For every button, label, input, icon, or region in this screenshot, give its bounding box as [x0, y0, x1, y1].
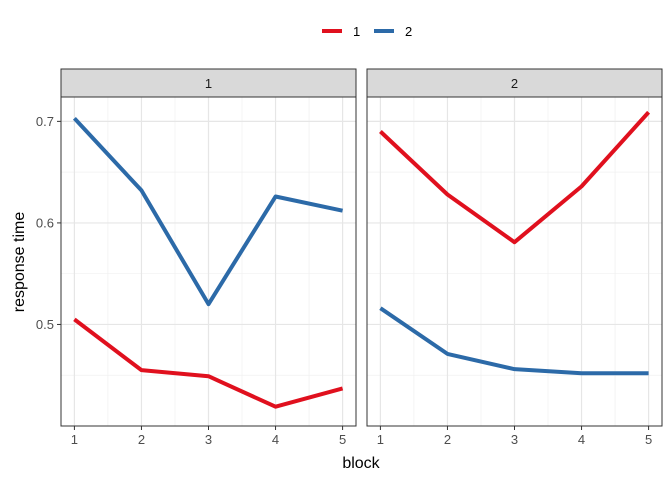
x-tick-label: 5 [645, 432, 652, 447]
x-tick-label: 4 [272, 432, 279, 447]
series-line-2 [72, 116, 344, 307]
y-tick-label: 0.6 [36, 215, 54, 230]
series-line-1 [379, 110, 651, 245]
facet-strip-label: 2 [511, 76, 518, 91]
legend-label: 2 [405, 24, 412, 39]
series-line-1 [73, 317, 344, 409]
facet-strip-label: 1 [205, 76, 212, 91]
legend-label: 1 [353, 24, 360, 39]
panel-1: 1 1 2 3 4 5 0.5 0.6 0.7 [36, 68, 357, 447]
panels: 1 1 2 3 4 5 0.5 0.6 0.7 2 1 2 3 4 5 [36, 68, 663, 447]
panel-2: 2 1 2 3 4 5 [366, 68, 663, 447]
x-tick-label: 5 [339, 432, 346, 447]
y-axis-title: response time [11, 212, 28, 313]
y-tick-label: 0.5 [36, 317, 54, 332]
x-tick-label: 1 [377, 432, 384, 447]
y-tick-label: 0.7 [36, 114, 54, 129]
legend-item-2: 2 [374, 24, 412, 39]
x-tick-label: 3 [511, 432, 518, 447]
x-tick-label: 3 [205, 432, 212, 447]
x-tick-label: 2 [138, 432, 145, 447]
x-tick-label: 2 [444, 432, 451, 447]
series-line-2 [379, 306, 649, 376]
facet-strip-background [366, 68, 663, 98]
facet-strip-background [60, 68, 357, 98]
x-axis-title: block [342, 455, 380, 472]
legend-item-1: 1 [322, 24, 360, 39]
x-tick-label: 1 [71, 432, 78, 447]
x-tick-label: 4 [578, 432, 585, 447]
